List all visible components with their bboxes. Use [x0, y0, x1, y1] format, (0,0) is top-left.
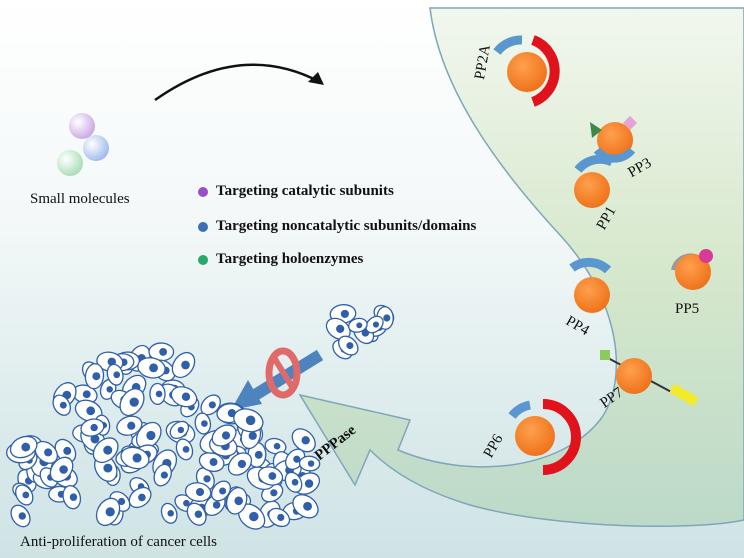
- cell-nucleus: [249, 511, 259, 522]
- legend-item-catalytic: Targeting catalytic subunits: [198, 183, 394, 200]
- cell-nucleus: [209, 458, 218, 466]
- cell-nucleus: [336, 324, 345, 333]
- blue-dot-icon: [198, 221, 208, 232]
- cell-nucleus: [63, 446, 72, 455]
- cell-nucleus: [177, 426, 185, 434]
- cell-nucleus: [254, 450, 263, 459]
- pp4-holoenzyme: [569, 257, 612, 313]
- blue-molecule: [83, 135, 109, 161]
- cell-nucleus: [106, 386, 113, 393]
- cell-nucleus: [372, 321, 380, 328]
- cell-nucleus: [221, 431, 231, 440]
- cell-nucleus: [293, 455, 301, 463]
- cell-nucleus: [69, 493, 78, 501]
- cell-nucleus: [21, 442, 31, 452]
- cell-nucleus: [167, 510, 174, 517]
- cell-nucleus: [113, 371, 121, 379]
- outcome-label: Anti-proliferation of cancer cells: [20, 534, 217, 550]
- cell-nucleus: [22, 491, 30, 499]
- pp5-label: PP5: [675, 301, 700, 317]
- cell-nucleus: [356, 322, 363, 329]
- cell-nucleus: [303, 501, 312, 511]
- cell-nucleus: [301, 436, 310, 445]
- pp3-holoenzyme: [590, 115, 638, 163]
- cell-nucleus: [304, 479, 314, 488]
- cell-nucleus: [103, 445, 113, 455]
- pp1-holoenzyme: [574, 154, 614, 208]
- pp2a-holoenzyme: [493, 35, 560, 107]
- delivery-arrow: [154, 63, 321, 102]
- cell-nucleus: [183, 499, 190, 507]
- cell-nucleus: [159, 347, 168, 356]
- purple-dot-icon: [198, 186, 208, 197]
- cell-nucleus: [18, 512, 26, 520]
- small-cell-cluster: [325, 304, 395, 360]
- cell-nucleus: [59, 401, 67, 409]
- cell-nucleus: [117, 497, 126, 506]
- cell-nucleus: [237, 459, 247, 469]
- cell-nucleus: [92, 372, 101, 381]
- purple-molecule: [69, 113, 95, 139]
- cell-nucleus: [270, 489, 278, 497]
- inhibition-arrowhead: [231, 380, 262, 410]
- cell-nucleus: [277, 513, 285, 522]
- pp6-holoenzyme: [508, 399, 581, 475]
- legend-text: Targeting noncatalytic subunits/domains: [216, 218, 477, 234]
- cell-nucleus: [340, 309, 349, 318]
- cell-nucleus: [82, 390, 91, 399]
- cell-nucleus: [248, 431, 257, 440]
- cell-nucleus: [212, 501, 221, 509]
- cell-nucleus: [90, 423, 98, 432]
- cell-nucleus: [203, 475, 211, 483]
- cell-nucleus: [346, 342, 354, 350]
- cell-nucleus: [86, 406, 96, 416]
- legend-item-holoenzymes: Targeting holoenzymes: [198, 251, 363, 268]
- cell-nucleus: [59, 465, 68, 474]
- cell-nucleus: [138, 493, 146, 502]
- prohibition-icon: [265, 347, 301, 399]
- cell-nucleus: [90, 434, 100, 444]
- cell-nucleus: [182, 446, 190, 453]
- cell-nucleus: [307, 460, 315, 467]
- cell-nucleus: [105, 507, 115, 517]
- cell-nucleus: [273, 442, 281, 450]
- green-dot-icon: [198, 254, 208, 265]
- cell-nucleus: [291, 478, 299, 486]
- cell-nucleus: [155, 390, 163, 398]
- small-molecules-label: Small molecules: [30, 191, 130, 207]
- cell-nucleus: [132, 453, 142, 463]
- cell-nucleus: [383, 314, 391, 322]
- cell-nucleus: [208, 401, 216, 409]
- curved-pppase-arrow: [298, 7, 744, 527]
- delivery-arrowhead: [308, 72, 324, 85]
- legend-text: Targeting catalytic subunits: [216, 183, 394, 199]
- cell-nucleus: [181, 360, 190, 370]
- cell-nucleus: [103, 463, 113, 473]
- green-molecule: [57, 150, 83, 176]
- cell-nucleus: [129, 397, 139, 407]
- cell-nucleus: [146, 430, 156, 441]
- legend-text: Targeting holoenzymes: [216, 251, 364, 267]
- cell-nucleus: [181, 392, 191, 401]
- cell-nucleus: [194, 510, 203, 518]
- legend-item-noncatalytic: Targeting noncatalytic subunits/domains: [198, 218, 476, 235]
- cell-nucleus: [268, 472, 277, 480]
- cancer-cell-mass: [6, 342, 321, 530]
- cell-nucleus: [234, 496, 243, 506]
- cell-nucleus: [195, 487, 205, 497]
- pp5-holoenzyme: [671, 249, 713, 290]
- cell-nucleus: [245, 415, 256, 426]
- cell-nucleus: [201, 420, 208, 427]
- cell-nucleus: [160, 471, 168, 479]
- cell-nucleus: [127, 421, 136, 430]
- cell-nucleus: [219, 487, 227, 495]
- cell-nucleus: [149, 363, 158, 373]
- cell-nucleus: [44, 448, 53, 457]
- pp7-holoenzyme: [600, 350, 699, 407]
